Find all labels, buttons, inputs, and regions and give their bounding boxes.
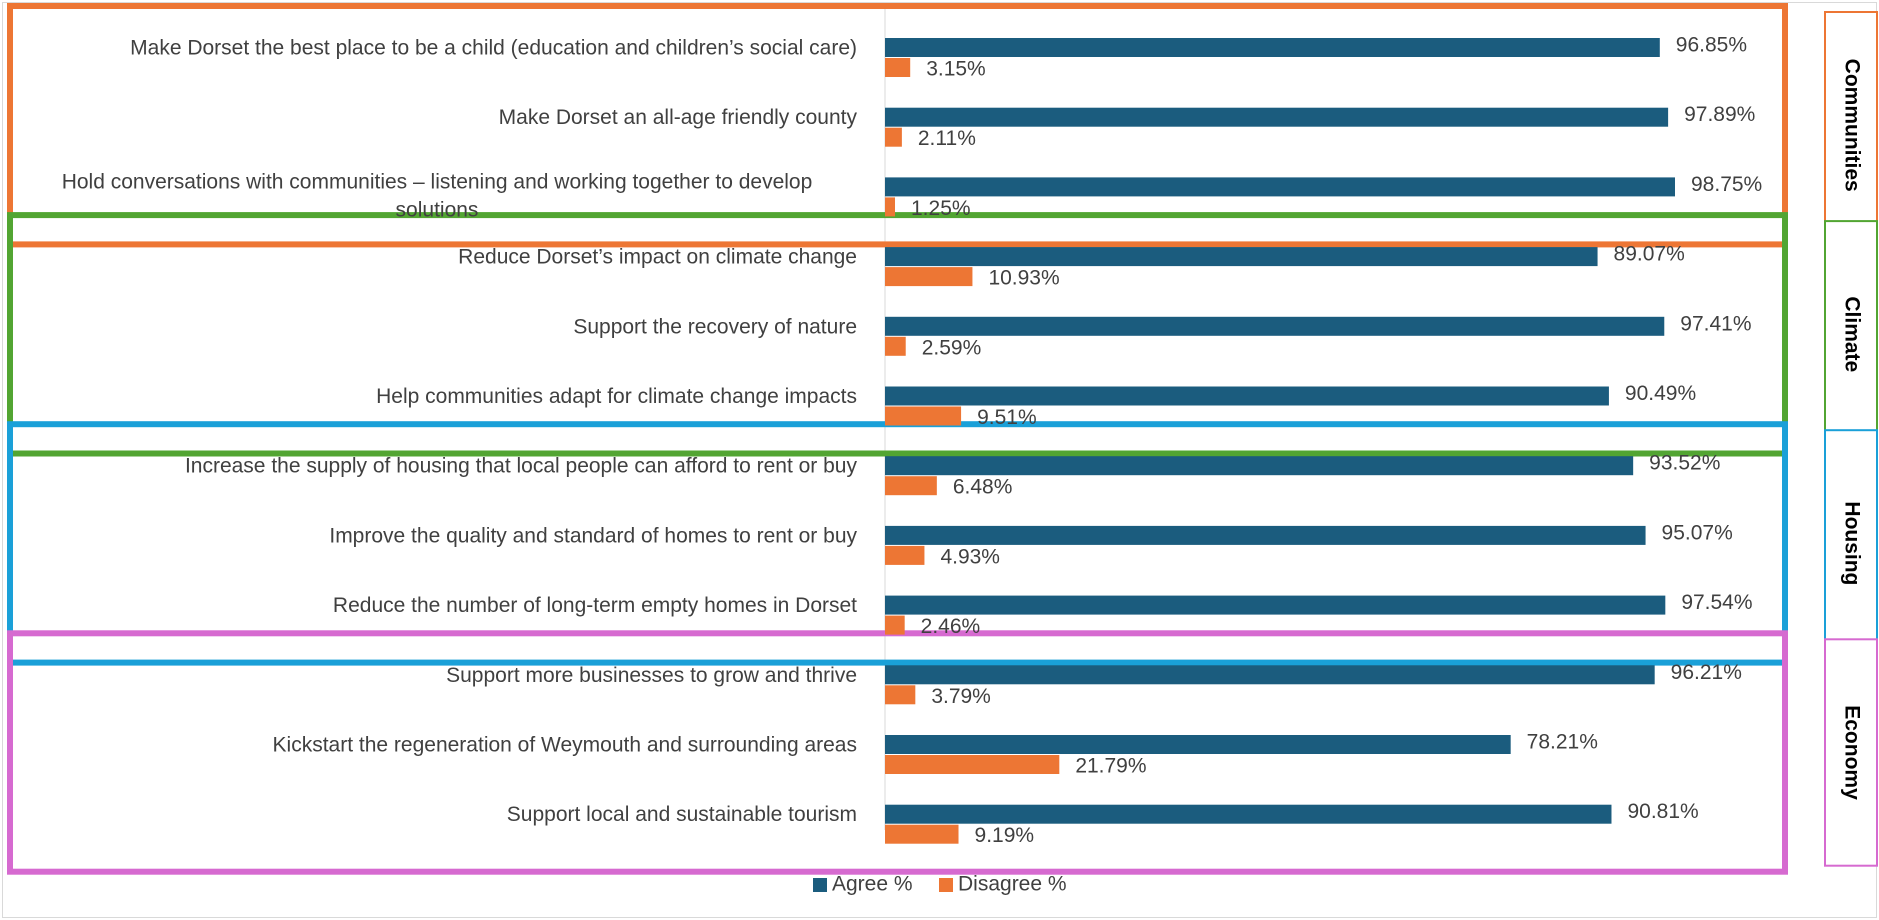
disagree-bar xyxy=(885,755,1060,774)
category-label: Increase the supply of housing that loca… xyxy=(185,455,858,478)
disagree-bar xyxy=(885,406,962,426)
category-label-line: Hold conversations with communities – li… xyxy=(62,170,813,193)
disagree-data-label: 3.15% xyxy=(926,58,986,81)
group-tag-box-communities xyxy=(1824,11,1878,240)
agree-data-label: 95.07% xyxy=(1662,521,1733,544)
agree-bar xyxy=(885,525,1646,545)
category-labels: Make Dorset the best place to be a child… xyxy=(62,37,858,827)
category-label: Make Dorset an all-age friendly county xyxy=(499,106,858,129)
disagree-data-label: 2.11% xyxy=(918,127,976,150)
disagree-data-label: 2.59% xyxy=(922,336,982,359)
disagree-bar xyxy=(885,127,902,147)
agree-data-label: 90.49% xyxy=(1625,382,1696,405)
group-tag-climate: Climate xyxy=(1840,296,1863,372)
agree-bar xyxy=(885,316,1665,336)
agree-data-label: 96.85% xyxy=(1676,34,1747,57)
group-tag-economy: Economy xyxy=(1840,705,1863,800)
disagree-bar xyxy=(885,824,959,844)
group-tag-housing: Housing xyxy=(1840,501,1863,585)
category-label: Kickstart the regeneration of Weymouth a… xyxy=(273,734,857,757)
legend-label-agree: Agree % xyxy=(832,873,913,896)
category-label-line: solutions xyxy=(396,198,479,221)
disagree-bar xyxy=(885,615,905,635)
category-label: Help communities adapt for climate chang… xyxy=(376,385,857,408)
agree-data-label: 98.75% xyxy=(1691,173,1762,196)
disagree-data-label: 9.19% xyxy=(975,824,1035,847)
disagree-bar xyxy=(885,336,906,356)
agree-data-label: 93.52% xyxy=(1649,452,1720,475)
group-tag-box-economy xyxy=(1824,638,1878,867)
agree-data-label: 96.21% xyxy=(1671,661,1742,684)
category-label: Reduce Dorset’s impact on climate change xyxy=(458,246,857,269)
group-tags: Communities Climate Housing Economy xyxy=(1824,11,1878,867)
agree-bar xyxy=(885,38,1660,57)
agree-bar xyxy=(885,595,1666,615)
category-label: Support more businesses to grow and thri… xyxy=(446,664,857,687)
agree-bar xyxy=(885,177,1675,197)
legend-swatch-agree xyxy=(813,878,827,892)
agree-data-label: 97.54% xyxy=(1681,591,1752,614)
agree-data-label: 89.07% xyxy=(1614,243,1685,266)
agree-bar xyxy=(885,735,1511,754)
category-label: Improve the quality and standard of home… xyxy=(329,524,857,547)
bars: 96.85% 3.15% 97.89% 2.11% 98.75% 1.25% 89.07% 1… xyxy=(885,34,1762,847)
legend-label-disagree: Disagree % xyxy=(958,873,1067,896)
disagree-bar xyxy=(885,197,895,217)
disagree-data-label: 3.79% xyxy=(931,685,991,708)
agree-data-label: 97.41% xyxy=(1680,312,1751,335)
disagree-bar xyxy=(885,545,925,565)
category-label: Reduce the number of long-term empty hom… xyxy=(333,594,857,617)
disagree-data-label: 1.25% xyxy=(911,197,971,220)
category-label: Make Dorset the best place to be a child… xyxy=(130,37,857,60)
category-label: Hold conversations with communities – li… xyxy=(62,170,813,221)
agree-bar xyxy=(885,665,1655,685)
group-tag-box-housing xyxy=(1824,429,1878,658)
category-label: Support local and sustainable tourism xyxy=(507,803,857,826)
disagree-bar xyxy=(885,685,916,705)
disagree-bar xyxy=(885,267,973,287)
legend: Agree % Disagree % xyxy=(813,873,1067,896)
disagree-data-label: 6.48% xyxy=(953,476,1013,499)
disagree-bar xyxy=(885,58,911,77)
disagree-bar xyxy=(885,476,937,496)
agree-data-label: 97.89% xyxy=(1684,103,1755,126)
disagree-data-label: 10.93% xyxy=(988,267,1059,290)
group-frame-climate xyxy=(7,212,1788,457)
agree-bar xyxy=(885,386,1609,406)
agree-bar xyxy=(885,456,1634,476)
agree-bar xyxy=(885,804,1612,824)
agree-data-label: 78.21% xyxy=(1527,731,1598,754)
group-frame-communities xyxy=(7,3,1788,248)
category-label: Support the recovery of nature xyxy=(573,315,857,338)
agree-bar xyxy=(885,107,1669,127)
disagree-data-label: 4.93% xyxy=(940,545,1000,568)
group-tag-communities: Communities xyxy=(1840,59,1863,192)
legend-swatch-disagree xyxy=(939,878,953,892)
agree-bar xyxy=(885,247,1598,267)
disagree-data-label: 9.51% xyxy=(977,406,1037,429)
group-tag-box-climate xyxy=(1824,220,1878,449)
disagree-data-label: 2.46% xyxy=(921,615,981,638)
agree-data-label: 90.81% xyxy=(1627,800,1698,823)
disagree-data-label: 21.79% xyxy=(1075,755,1146,778)
group-frames xyxy=(7,3,1788,875)
